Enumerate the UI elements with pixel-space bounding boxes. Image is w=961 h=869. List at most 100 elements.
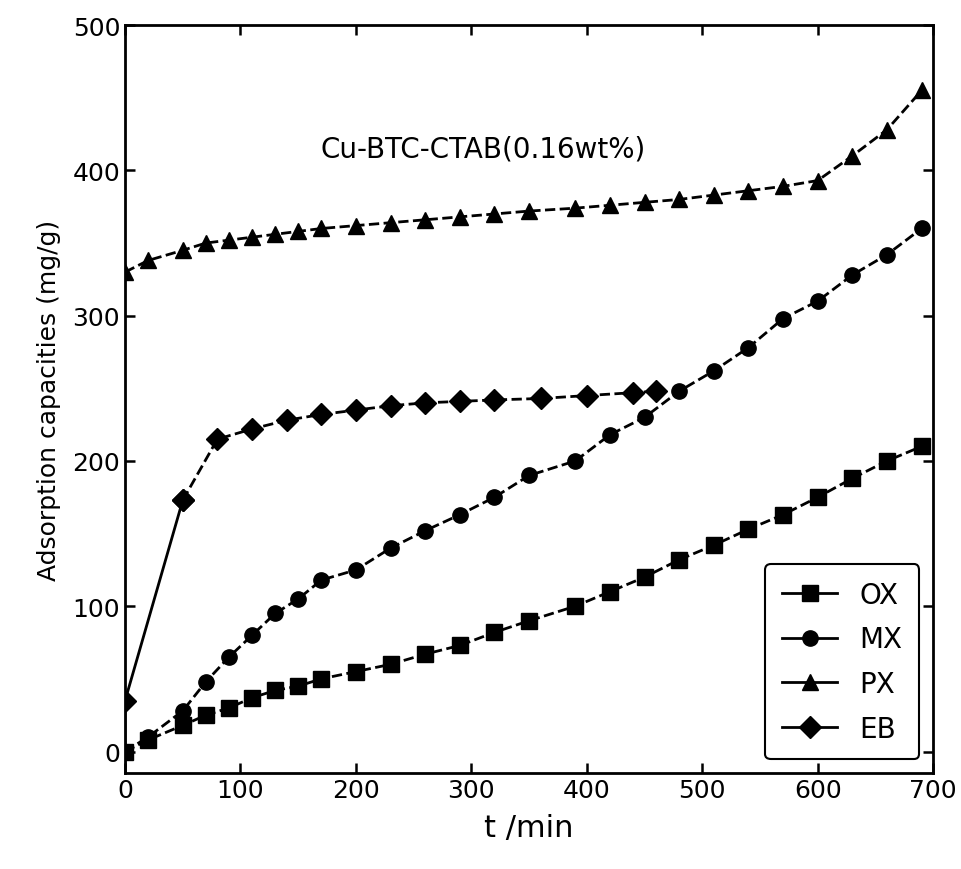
PX bbox=[673, 195, 684, 205]
MX bbox=[419, 526, 431, 536]
Line: OX: OX bbox=[117, 439, 928, 760]
EB bbox=[350, 406, 361, 416]
MX bbox=[142, 732, 154, 742]
EB bbox=[454, 397, 465, 408]
PX bbox=[846, 151, 857, 162]
MX bbox=[673, 387, 684, 397]
OX bbox=[246, 693, 258, 703]
MX bbox=[350, 565, 361, 575]
EB bbox=[488, 395, 500, 406]
PX bbox=[604, 201, 615, 211]
OX bbox=[454, 640, 465, 651]
MX bbox=[384, 543, 396, 554]
PX bbox=[350, 221, 361, 231]
PX bbox=[177, 246, 188, 256]
PX bbox=[915, 86, 926, 96]
OX bbox=[292, 681, 304, 692]
PX bbox=[811, 176, 823, 187]
Line: PX: PX bbox=[117, 83, 928, 281]
OX bbox=[177, 720, 188, 731]
MX bbox=[569, 456, 580, 467]
MX bbox=[177, 706, 188, 716]
OX bbox=[350, 667, 361, 677]
MX bbox=[119, 746, 131, 757]
PX bbox=[200, 238, 211, 249]
OX bbox=[776, 510, 788, 521]
OX bbox=[846, 474, 857, 484]
OX bbox=[315, 673, 327, 684]
PX bbox=[488, 209, 500, 220]
MX bbox=[846, 270, 857, 281]
OX bbox=[119, 746, 131, 757]
EB bbox=[650, 387, 661, 397]
PX bbox=[523, 207, 534, 217]
PX bbox=[638, 198, 650, 209]
PX bbox=[246, 233, 258, 243]
PX bbox=[119, 268, 131, 278]
OX bbox=[569, 601, 580, 612]
MX bbox=[223, 652, 234, 662]
PX bbox=[880, 125, 892, 136]
OX bbox=[915, 441, 926, 452]
EB bbox=[211, 434, 223, 445]
Line: EB: EB bbox=[175, 384, 663, 508]
EB bbox=[419, 398, 431, 408]
OX bbox=[223, 703, 234, 713]
OX bbox=[488, 627, 500, 638]
PX bbox=[707, 190, 719, 201]
EB bbox=[177, 495, 188, 506]
OX bbox=[811, 493, 823, 503]
MX bbox=[523, 471, 534, 481]
MX bbox=[742, 343, 753, 354]
PX bbox=[742, 186, 753, 196]
Line: MX: MX bbox=[117, 222, 928, 760]
PX bbox=[269, 229, 281, 240]
OX bbox=[384, 660, 396, 670]
MX bbox=[707, 366, 719, 376]
EB bbox=[281, 415, 292, 426]
X-axis label: t /min: t /min bbox=[483, 813, 574, 842]
EB bbox=[177, 495, 188, 506]
MX bbox=[488, 493, 500, 503]
Legend: OX, MX, PX, EB: OX, MX, PX, EB bbox=[764, 565, 919, 760]
PX bbox=[142, 256, 154, 267]
MX bbox=[811, 296, 823, 307]
MX bbox=[292, 594, 304, 605]
OX bbox=[673, 555, 684, 566]
Text: Cu-BTC-CTAB(0.16wt%): Cu-BTC-CTAB(0.16wt%) bbox=[320, 136, 645, 163]
OX bbox=[142, 735, 154, 746]
EB bbox=[384, 401, 396, 412]
EB bbox=[534, 394, 546, 404]
EB bbox=[315, 410, 327, 421]
MX bbox=[604, 430, 615, 441]
MX bbox=[269, 608, 281, 619]
PX bbox=[292, 227, 304, 237]
OX bbox=[419, 649, 431, 660]
MX bbox=[638, 413, 650, 423]
MX bbox=[880, 250, 892, 261]
PX bbox=[776, 182, 788, 192]
OX bbox=[269, 686, 281, 696]
OX bbox=[638, 573, 650, 583]
OX bbox=[742, 524, 753, 534]
PX bbox=[315, 224, 327, 235]
OX bbox=[880, 456, 892, 467]
EB bbox=[580, 391, 592, 401]
PX bbox=[454, 212, 465, 222]
OX bbox=[523, 616, 534, 627]
PX bbox=[569, 203, 580, 214]
PX bbox=[384, 218, 396, 229]
OX bbox=[604, 587, 615, 597]
Y-axis label: Adsorption capacities (mg/g): Adsorption capacities (mg/g) bbox=[37, 219, 62, 580]
PX bbox=[419, 216, 431, 226]
MX bbox=[200, 677, 211, 687]
OX bbox=[200, 710, 211, 720]
MX bbox=[776, 314, 788, 324]
MX bbox=[315, 575, 327, 586]
EB bbox=[627, 388, 638, 398]
MX bbox=[246, 630, 258, 640]
EB bbox=[246, 424, 258, 434]
MX bbox=[454, 510, 465, 521]
OX bbox=[707, 541, 719, 551]
MX bbox=[915, 224, 926, 235]
